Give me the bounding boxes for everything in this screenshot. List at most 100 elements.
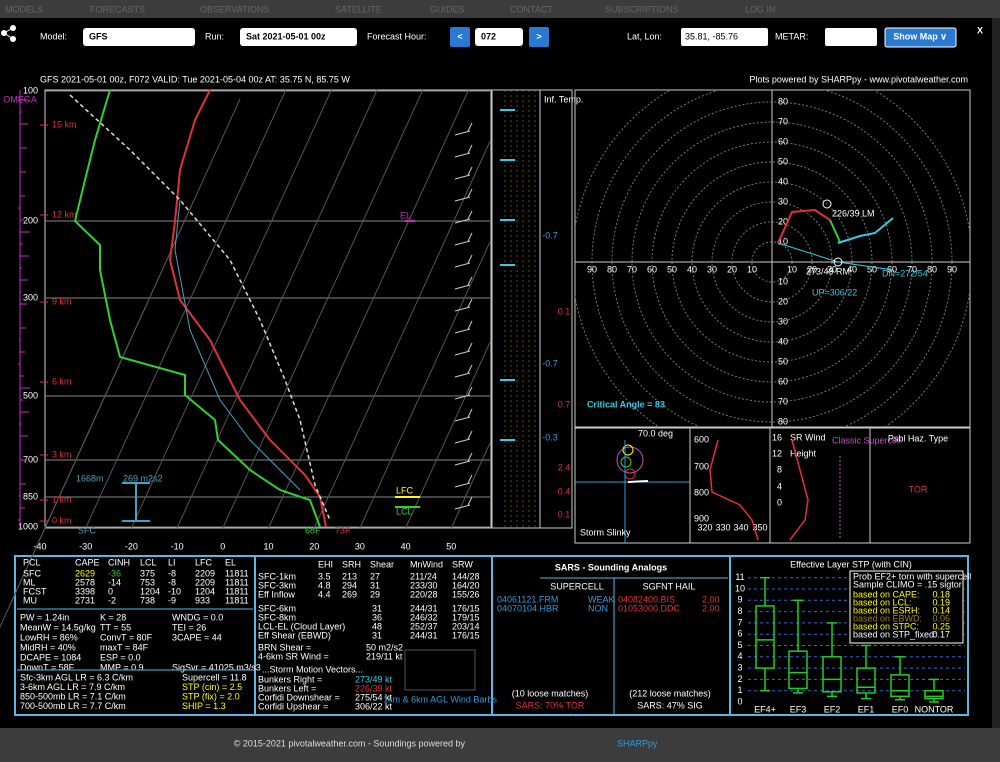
label: 3-6km AGL LR = 7.9 C/km <box>20 682 125 692</box>
label: 70.0 deg <box>638 428 673 438</box>
label: DN=272/54 <box>882 268 928 278</box>
label: 20 <box>727 264 737 274</box>
slinky <box>616 446 644 474</box>
label: 9 km <box>52 296 72 306</box>
line <box>467 342 473 352</box>
label: LCL-EL (Cloud Layer) <box>258 621 345 631</box>
footer-link[interactable]: SHARPpy <box>617 738 658 748</box>
label: EF1 <box>858 704 875 714</box>
label: 330 <box>715 522 730 532</box>
label: -14 <box>108 577 121 587</box>
label: 072 <box>481 31 496 41</box>
label: 11811 <box>225 595 249 605</box>
metar-input[interactable] <box>825 28 877 46</box>
label: TEI = 26 <box>172 622 206 632</box>
next-button[interactable] <box>529 27 549 47</box>
label: 30 <box>778 316 788 326</box>
label: 11811 <box>225 586 249 596</box>
stp-box <box>890 674 910 698</box>
label: 6 km <box>52 376 72 386</box>
label: 0 km <box>52 515 72 525</box>
line <box>11 527 46 602</box>
label: 753 <box>140 577 155 587</box>
label: 0 <box>777 497 782 507</box>
line <box>777 242 839 263</box>
label: 50 <box>778 156 788 166</box>
label: Forecast Hour: <box>367 31 427 41</box>
label: 2629 <box>75 568 95 578</box>
label: 244/31 <box>410 603 438 613</box>
stp-box <box>822 656 842 693</box>
label: SFC <box>23 568 42 578</box>
line <box>467 386 473 396</box>
label: SARS - Sounding Analogs <box>555 562 667 572</box>
label: LFC <box>396 485 414 495</box>
storm-marker <box>833 257 843 267</box>
label: 300 <box>23 292 38 302</box>
label: 164/20 <box>452 580 480 590</box>
line <box>627 480 649 483</box>
label: 11811 <box>225 568 249 578</box>
nav-link: SATELLITE <box>335 4 382 14</box>
label: MnWind <box>410 559 443 569</box>
label: 269 <box>342 589 357 599</box>
label: 1204 <box>195 586 215 596</box>
label: SR Wind <box>790 432 826 442</box>
line <box>454 372 471 378</box>
share-icon[interactable] <box>1 25 16 42</box>
label: 0.4 <box>558 486 571 496</box>
model-select[interactable] <box>83 28 195 46</box>
label: 70 <box>907 264 917 274</box>
show-map-button[interactable] <box>884 27 957 48</box>
label: 0.25 <box>932 621 950 631</box>
line <box>454 196 471 202</box>
label: 8 <box>737 606 742 616</box>
line <box>467 452 473 462</box>
label: 4-6km SR Wind = <box>258 651 329 661</box>
label: 600 <box>694 434 709 444</box>
label: Show Map ∨ <box>893 31 947 41</box>
label: ESP = 0.0 <box>100 652 141 662</box>
parcel <box>69 94 331 521</box>
label: LCL <box>396 506 413 516</box>
label: 0.1 <box>558 509 571 519</box>
label: ML <box>23 577 36 587</box>
label: -9 <box>168 595 176 605</box>
close-button[interactable]: X <box>977 25 983 35</box>
label: Effective Layer STP (with CIN) <box>790 559 912 569</box>
label: GFS 2021-05-01 00z, F072 VALID: Tue 2021… <box>40 74 350 84</box>
label: 04082400.BIS <box>618 594 675 604</box>
label: Corfidi Upshear = <box>258 701 328 711</box>
label: Bunkers Left = <box>258 683 316 693</box>
label: EHI <box>318 559 333 569</box>
label: 4 <box>777 481 782 491</box>
label: 213 <box>342 571 357 581</box>
label: 2.00 <box>702 603 720 613</box>
label: EL <box>225 557 236 567</box>
label: SFC-3km <box>258 580 296 590</box>
label: 375 <box>140 568 155 578</box>
hour-select[interactable] <box>475 28 523 46</box>
slinky-ring <box>620 456 632 468</box>
label: 0.17 <box>932 629 950 639</box>
label: TT = 55 <box>100 622 131 632</box>
label: 246/32 <box>410 612 438 622</box>
label: 8 <box>777 464 782 474</box>
label: SARS: 47% SIG <box>637 700 703 710</box>
latlon-input[interactable] <box>681 28 768 46</box>
label: 2 <box>737 674 742 684</box>
label: TOR <box>909 484 928 494</box>
label: SigSvr = 41025 m3/s3 <box>172 662 261 672</box>
line <box>467 496 473 506</box>
label: 203/14 <box>452 621 480 631</box>
prev-button[interactable] <box>450 27 470 47</box>
label: OMEGA <box>3 94 37 104</box>
label: 0.14 <box>932 605 950 615</box>
label: 36 <box>372 612 382 622</box>
run-select[interactable] <box>240 28 357 46</box>
label: LFC <box>195 557 213 567</box>
line <box>130 89 332 529</box>
label: 144/28 <box>452 571 480 581</box>
label: 68F <box>305 525 321 535</box>
nav-link: GUIDES <box>430 4 465 14</box>
